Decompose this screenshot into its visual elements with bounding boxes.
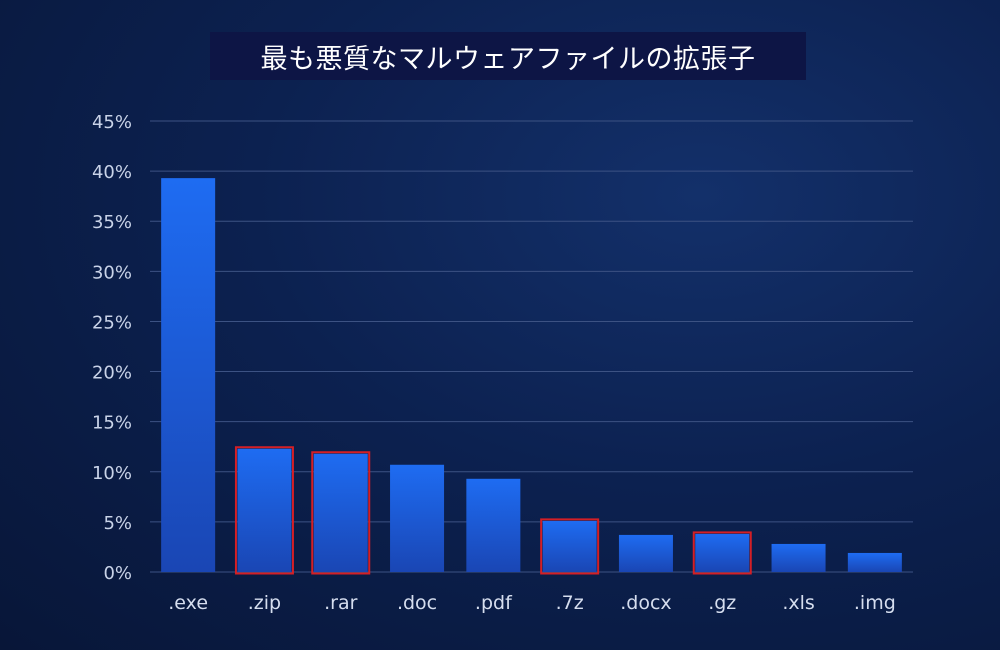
chart-title-box: 最も悪質なマルウェアファイルの拡張子: [210, 32, 806, 80]
x-tick-label: .exe: [168, 592, 208, 614]
bar-rar: [313, 453, 368, 572]
x-tick-label: .doc: [397, 592, 437, 614]
y-tick-label: 0%: [103, 563, 132, 584]
bar-zip: [237, 448, 292, 572]
highlight-box-gz: [692, 531, 752, 575]
highlight-box-rar: [311, 451, 371, 575]
bar-exe: [161, 178, 216, 573]
x-tick-label: .img: [854, 592, 896, 614]
bar-doc: [390, 464, 445, 572]
y-tick-label: 20%: [92, 363, 132, 384]
x-axis-labels: .exe .zip .rar .doc .pdf .7z .docx .gz .xls .img: [168, 592, 896, 614]
highlight-box-zip: [234, 446, 294, 575]
bar-gz: [695, 533, 750, 572]
x-tick-label: .zip: [248, 592, 281, 614]
bar-xls: [771, 543, 826, 572]
x-tick-label: .pdf: [475, 592, 513, 614]
y-tick-label: 35%: [92, 212, 132, 233]
y-tick-label: 10%: [92, 463, 132, 484]
y-axis-ticks: 0% 5% 10% 15% 20% 25% 30% 35% 40% 45%: [92, 112, 132, 584]
y-tick-label: 25%: [92, 312, 132, 333]
bar-img: [847, 552, 902, 572]
y-tick-label: 30%: [92, 262, 132, 283]
bar-7z: [542, 520, 597, 572]
x-tick-label: .docx: [620, 592, 671, 614]
bar-pdf: [466, 478, 521, 572]
y-tick-label: 15%: [92, 413, 132, 434]
y-tick-label: 45%: [92, 112, 132, 133]
y-tick-label: 40%: [92, 162, 132, 183]
bars: [161, 178, 902, 575]
x-tick-label: .gz: [708, 592, 736, 614]
grid-lines: [150, 120, 913, 573]
chart-title: 最も悪質なマルウェアファイルの拡張子: [260, 43, 756, 75]
y-tick-label: 5%: [103, 513, 132, 534]
x-tick-label: .rar: [324, 592, 357, 614]
x-tick-label: .xls: [782, 592, 814, 614]
x-tick-label: .7z: [556, 592, 584, 614]
highlight-box-7z: [540, 518, 600, 575]
bar-docx: [618, 534, 673, 572]
